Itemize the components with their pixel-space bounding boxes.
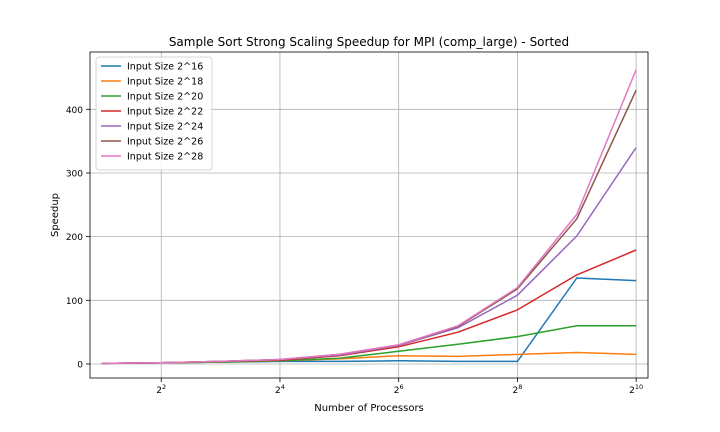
legend: Input Size 2^16 Input Size 2^18 Input Size… [95, 56, 213, 171]
x-tick-label: 22 [156, 383, 166, 396]
series-line [101, 69, 637, 365]
series-lines [101, 69, 637, 365]
y-tick-label: 200 [66, 233, 83, 243]
legend-label: Input Size 2^22 [127, 107, 203, 118]
x-tick-label: 24 [275, 383, 285, 396]
x-tick-label: 210 [629, 383, 643, 396]
x-tick-label: 26 [394, 383, 404, 396]
y-axis-ticks: 0 100 200 300 400 [66, 106, 90, 370]
legend-label: Input Size 2^28 [127, 152, 203, 163]
x-tick-label: 28 [512, 383, 522, 396]
x-axis-label: Number of Processors [314, 403, 424, 414]
legend-label: Input Size 2^18 [127, 77, 203, 88]
legend-label: Input Size 2^16 [127, 62, 203, 73]
legend-label: Input Size 2^26 [127, 137, 203, 148]
legend-label: Input Size 2^20 [127, 92, 203, 103]
grid [90, 52, 648, 378]
x-axis-ticks: 22 24 26 28 210 [156, 378, 643, 396]
y-tick-label: 300 [66, 169, 83, 179]
legend-box [95, 56, 213, 171]
y-axis-label: Speedup [50, 193, 61, 237]
y-tick-label: 400 [66, 106, 83, 116]
chart-title: Sample Sort Strong Scaling Speedup for M… [169, 35, 569, 49]
y-tick-label: 100 [66, 297, 83, 307]
plot-frame [89, 51, 649, 379]
legend-label: Input Size 2^24 [127, 122, 203, 133]
y-tick-label: 0 [77, 360, 83, 370]
